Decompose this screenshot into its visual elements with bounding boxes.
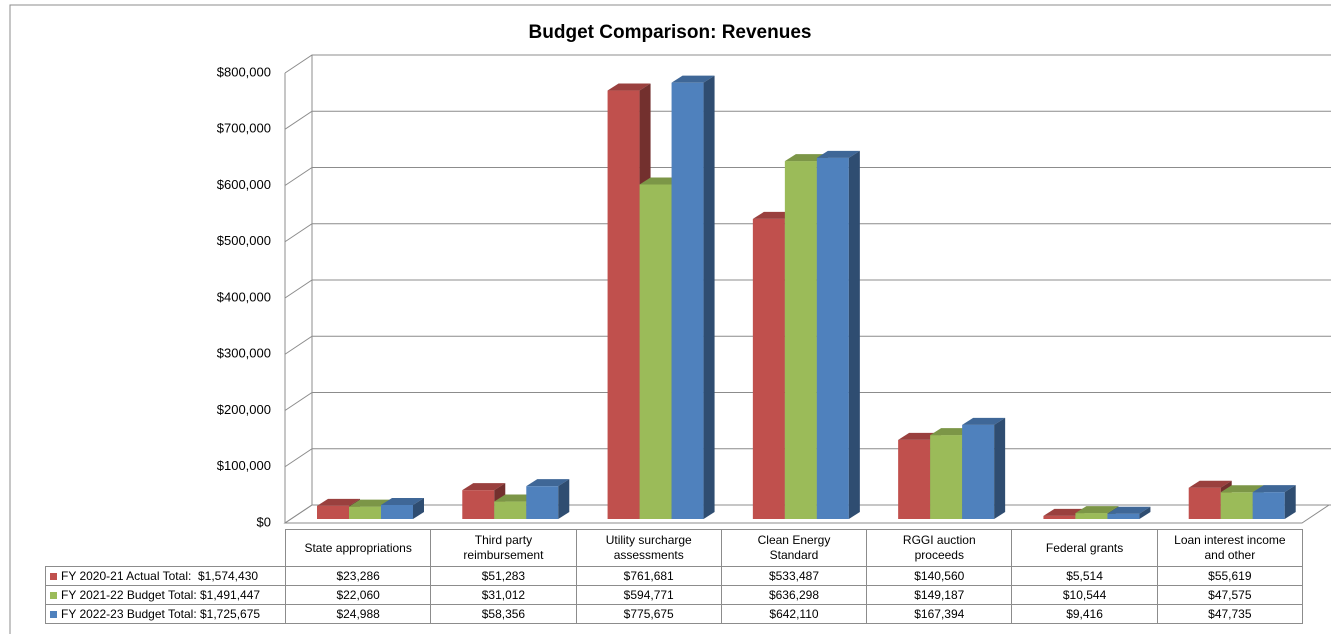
grid-line xyxy=(284,54,1331,74)
bar xyxy=(494,501,527,519)
bar xyxy=(1043,515,1076,519)
y-tick-label: $0 xyxy=(257,514,271,529)
bar xyxy=(1220,492,1253,519)
table-value: $140,560 xyxy=(866,566,1013,586)
category-label: Federal grants xyxy=(1011,529,1158,567)
bar-side xyxy=(994,417,1006,519)
bar xyxy=(752,218,785,519)
category-label: Utility surcharge assessments xyxy=(575,529,722,567)
category-label: State appropriations xyxy=(285,529,432,567)
grid-line xyxy=(284,223,1331,243)
bar-side xyxy=(848,150,860,520)
legend-label: FY 2020-21 Actual Total: $1,574,430 xyxy=(61,569,259,583)
bar-top xyxy=(607,83,651,91)
grid-line xyxy=(284,167,1331,186)
table-value: $594,771 xyxy=(575,585,722,605)
bar xyxy=(1107,513,1140,519)
bar xyxy=(317,505,349,519)
bar xyxy=(349,506,381,519)
category-label: Third party reimbursement xyxy=(430,529,577,567)
y-tick-label: $600,000 xyxy=(217,177,271,192)
y-tick-label: $300,000 xyxy=(217,346,271,361)
bar-top xyxy=(1075,506,1119,514)
bar-top xyxy=(816,150,860,158)
bar-top xyxy=(1252,485,1296,493)
table-value: $636,298 xyxy=(720,585,868,605)
table-value: $23,286 xyxy=(285,566,432,586)
legend-swatch xyxy=(50,591,57,599)
table-value: $55,619 xyxy=(1156,566,1303,586)
table-value: $533,487 xyxy=(720,566,868,586)
legend-label: FY 2021-22 Budget Total: $1,491,447 xyxy=(61,588,261,602)
bar-side xyxy=(1139,506,1151,519)
bar xyxy=(462,490,495,519)
y-tick-label: $700,000 xyxy=(217,121,271,136)
bar xyxy=(671,82,704,520)
table-value: $47,575 xyxy=(1156,585,1303,605)
bar xyxy=(639,184,672,519)
legend-swatch xyxy=(50,610,57,618)
bar xyxy=(381,504,413,519)
bar-top xyxy=(1220,485,1264,493)
y-tick-label: $800,000 xyxy=(217,64,271,79)
grid-line xyxy=(284,392,1331,411)
table-value: $167,394 xyxy=(866,604,1013,624)
bar xyxy=(1075,513,1108,519)
y-tick-label: $400,000 xyxy=(217,289,271,304)
table-value: $642,110 xyxy=(720,604,868,624)
bar xyxy=(898,439,931,519)
grid-line xyxy=(284,110,1331,130)
table-value: $10,544 xyxy=(1011,585,1158,605)
legend-label: FY 2022-23 Budget Total: $1,725,675 xyxy=(61,607,261,621)
table-value: $31,012 xyxy=(430,585,577,605)
legend-swatch xyxy=(50,572,57,580)
table-value: $9,416 xyxy=(1011,604,1158,624)
bar-top xyxy=(1107,506,1151,514)
table-value: $47,735 xyxy=(1156,604,1303,624)
bar-top xyxy=(1188,480,1232,488)
bar-top xyxy=(317,498,360,506)
bar-top xyxy=(962,417,1006,425)
bar-side xyxy=(413,497,424,519)
table-value: $24,988 xyxy=(285,604,432,624)
bar-top xyxy=(671,75,715,83)
bar xyxy=(930,435,963,519)
legend-entry: FY 2022-23 Budget Total: $1,725,675 xyxy=(45,604,286,624)
legend-entry: FY 2020-21 Actual Total: $1,574,430 xyxy=(45,566,286,586)
table-value: $51,283 xyxy=(430,566,577,586)
bar-top xyxy=(526,479,570,487)
grid-line xyxy=(284,335,1331,355)
category-label: Clean Energy Standard xyxy=(720,529,868,567)
bar-side xyxy=(1284,485,1296,519)
category-label: RGGI auction proceeds xyxy=(866,529,1013,567)
bar xyxy=(816,157,849,520)
chart-title: Budget Comparison: Revenues xyxy=(529,22,812,43)
bar xyxy=(607,90,640,519)
y-tick-label: $200,000 xyxy=(217,402,271,417)
bar-side xyxy=(703,75,715,520)
bar xyxy=(1188,487,1221,519)
table-value: $149,187 xyxy=(866,585,1013,605)
y-tick-label: $500,000 xyxy=(217,233,271,248)
bar-side xyxy=(558,479,570,519)
bar xyxy=(526,486,559,519)
table-value: $22,060 xyxy=(285,585,432,605)
bar-top xyxy=(381,497,424,505)
table-value: $5,514 xyxy=(1011,566,1158,586)
bar xyxy=(962,424,995,519)
bar-top xyxy=(462,483,506,491)
legend-entry: FY 2021-22 Budget Total: $1,491,447 xyxy=(45,585,286,605)
category-label: Loan interest income and other xyxy=(1156,529,1303,567)
y-tick-label: $100,000 xyxy=(217,458,271,473)
grid-line xyxy=(284,279,1331,299)
table-value: $58,356 xyxy=(430,604,577,624)
bar xyxy=(1252,492,1285,519)
table-value: $761,681 xyxy=(575,566,722,586)
bar xyxy=(784,161,817,519)
table-value: $775,675 xyxy=(575,604,722,624)
